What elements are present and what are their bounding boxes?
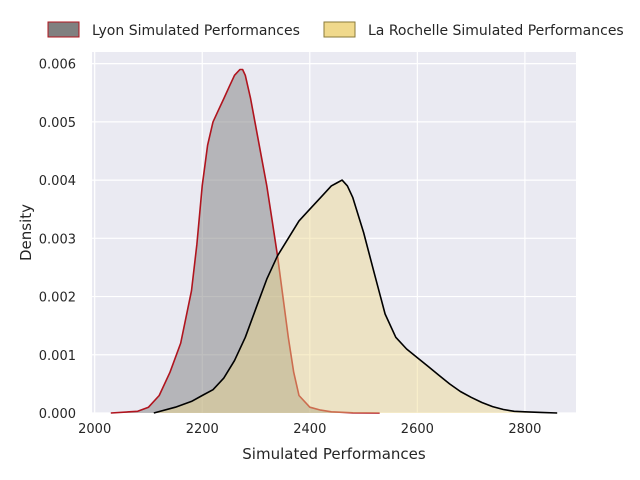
legend-swatch (323, 21, 356, 38)
legend-label: Lyon Simulated Performances (92, 23, 300, 39)
y-tick-label: 0.002 (39, 291, 76, 306)
x-tick-label: 2200 (186, 422, 219, 437)
y-tick-label: 0.003 (39, 232, 76, 247)
density-area-2 (153, 180, 558, 413)
y-tick-label: 0.004 (39, 174, 76, 189)
density-area-1 (110, 69, 380, 413)
y-tick-label: 0.005 (39, 116, 76, 131)
legend-swatch (47, 21, 80, 38)
y-tick-label: 0.001 (39, 349, 76, 364)
x-tick-label: 2400 (293, 422, 326, 437)
y-tick-label: 0.006 (39, 58, 76, 73)
legend: Lyon Simulated Performances La Rochelle S… (47, 21, 624, 39)
x-tick-labels: 2000 2200 2400 2600 2800 (78, 422, 541, 437)
x-tick-label: 2800 (508, 422, 541, 437)
y-tick-labels: 0.000 0.001 0.002 0.003 0.004 0.005 0.006 (39, 58, 76, 422)
density-areas (110, 68, 558, 414)
density-line-2 (153, 179, 558, 414)
plot-background (92, 52, 576, 413)
y-tick-label: 0.000 (39, 407, 76, 422)
x-tick-label: 2000 (78, 422, 111, 437)
density-line-1 (110, 68, 380, 414)
x-tick-label: 2600 (401, 422, 434, 437)
y-axis-label: Density (17, 204, 35, 261)
x-axis-label: Simulated Performances (242, 445, 426, 463)
legend-label: La Rochelle Simulated Performances (368, 23, 624, 39)
